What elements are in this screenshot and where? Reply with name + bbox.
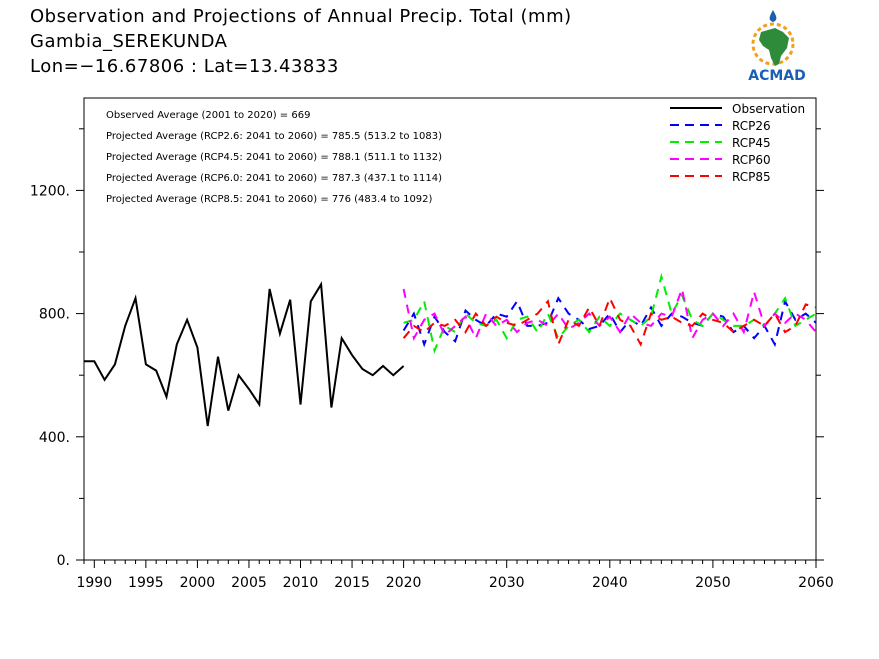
legend-label: RCP85 (732, 170, 771, 184)
series-line-observation (84, 281, 405, 427)
y-tick-label: 800. (39, 307, 70, 323)
annotation-text: Projected Average (RCP8.5: 2041 to 2060)… (106, 194, 433, 205)
x-tick-label: 2060 (798, 575, 834, 591)
acmad-logo: ACMAD (735, 8, 820, 84)
logo-text: ACMAD (748, 68, 806, 83)
station-coordinates: Lon=−16.67806 : Lat=13.43833 (30, 56, 339, 77)
legend-label: RCP26 (732, 119, 771, 133)
legend-label: RCP60 (732, 153, 771, 167)
legend-label: Observation (732, 102, 805, 116)
annotation-text: Projected Average (RCP6.0: 2041 to 2060)… (106, 173, 442, 184)
y-tick-label: 400. (39, 430, 70, 446)
y-tick-label: 0. (57, 553, 70, 569)
series-line-rcp45 (403, 272, 817, 354)
annotation-text: Projected Average (RCP2.6: 2041 to 2060)… (106, 131, 442, 142)
annotation-text: Projected Average (RCP4.5: 2041 to 2060)… (106, 152, 442, 163)
annotation-text: Observed Average (2001 to 2020) = 669 (106, 110, 310, 121)
x-tick-label: 2000 (180, 575, 216, 591)
plot-frame (83, 97, 817, 561)
x-tick-label: 2040 (592, 575, 628, 591)
x-tick-label: 2005 (231, 575, 267, 591)
y-tick-label: 1200. (30, 183, 70, 199)
africa-map-icon (759, 28, 789, 66)
x-tick-label: 1990 (76, 575, 112, 591)
station-name: Gambia_SEREKUNDA (30, 31, 228, 52)
x-tick-label: 2020 (386, 575, 422, 591)
series-line-rcp60 (402, 285, 817, 342)
legend-label: RCP45 (732, 136, 771, 150)
series-line-rcp26 (402, 296, 817, 348)
x-tick-label: 2015 (334, 575, 370, 591)
x-tick-label: 2050 (695, 575, 731, 591)
sun-icon (751, 22, 795, 66)
x-tick-label: 2030 (489, 575, 525, 591)
chart-title: Observation and Projections of Annual Pr… (30, 6, 572, 27)
x-tick-label: 2010 (283, 575, 319, 591)
x-tick-label: 1995 (128, 575, 164, 591)
water-drop-icon (769, 10, 777, 22)
